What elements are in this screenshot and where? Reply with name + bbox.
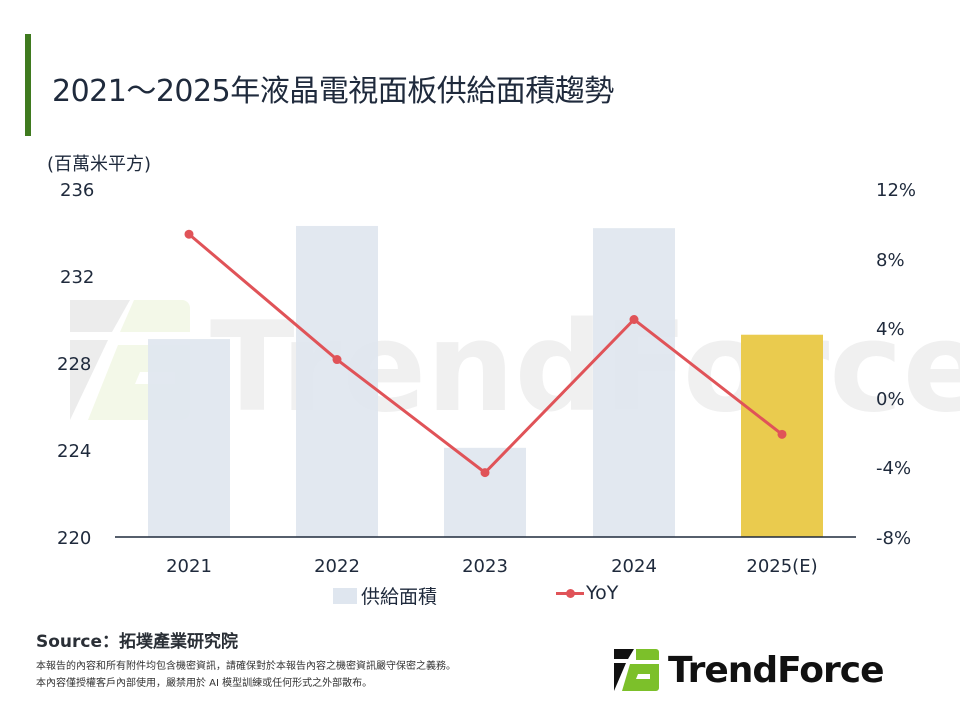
trendforce-logo: TrendForce bbox=[612, 647, 885, 693]
page-title: 2021～2025年液晶電視面板供給面積趨勢 bbox=[52, 74, 614, 109]
yoy-point-2024 bbox=[629, 315, 639, 324]
disclaimer-line: 本內容僅授權客戶內部使用，嚴禁用於 AI 模型訓練或任何形式之外部散布。 bbox=[36, 678, 373, 689]
yoy-point-2022 bbox=[332, 355, 342, 365]
yoy-point-2025(E) bbox=[777, 429, 787, 439]
right-axis: 12% 8% 4% 0% -4% -8% bbox=[876, 180, 916, 549]
right-tick: -4% bbox=[876, 458, 911, 479]
legend-item-yoy[interactable]: YoY bbox=[556, 582, 618, 604]
x-tick: 2022 bbox=[314, 556, 360, 577]
yoy-point-2021 bbox=[184, 229, 194, 239]
disclaimer-line: 本報告的內容和所有附件均包含機密資訊，請確保對於本報告內容之機密資訊嚴守保密之義… bbox=[36, 661, 456, 672]
x-tick: 2025(E) bbox=[746, 556, 817, 577]
bar-2024 bbox=[593, 228, 675, 537]
right-tick: 4% bbox=[876, 319, 905, 340]
right-tick: 0% bbox=[876, 389, 905, 410]
title-accent-bar bbox=[25, 34, 31, 136]
trendforce-logo-icon bbox=[614, 649, 659, 691]
left-tick: 220 bbox=[57, 528, 91, 549]
legend: 供給面積 YoY bbox=[0, 582, 960, 609]
x-tick: 2024 bbox=[611, 556, 657, 577]
x-axis-labels: 2021 2022 2023 2024 2025(E) bbox=[166, 556, 818, 577]
left-axis: 236 232 228 224 220 bbox=[57, 180, 94, 549]
logo-text: TrendForce bbox=[668, 649, 885, 691]
yoy-point-2023 bbox=[480, 468, 490, 478]
left-tick: 228 bbox=[57, 354, 91, 375]
bar-series bbox=[148, 225, 823, 537]
left-tick: 232 bbox=[60, 267, 94, 288]
x-tick: 2023 bbox=[462, 556, 508, 577]
legend-label: YoY bbox=[586, 582, 619, 604]
right-tick: 8% bbox=[876, 250, 905, 271]
legend-item-supply[interactable]: 供給面積 bbox=[333, 582, 437, 609]
right-tick: 12% bbox=[876, 180, 916, 201]
bar-swatch-icon bbox=[333, 587, 357, 604]
source-label: Source：拓墣產業研究院 bbox=[36, 632, 239, 652]
legend-label: 供給面積 bbox=[361, 586, 438, 608]
left-tick: 236 bbox=[60, 180, 94, 201]
x-tick: 2021 bbox=[166, 556, 212, 577]
left-tick: 224 bbox=[57, 441, 91, 462]
bar-2023 bbox=[444, 447, 526, 537]
yoy-line-series bbox=[184, 229, 787, 478]
bar-2021 bbox=[148, 339, 230, 537]
right-tick: -8% bbox=[876, 528, 911, 549]
y-axis-unit-label: (百萬米平方) bbox=[47, 154, 152, 175]
line-marker-icon bbox=[556, 585, 584, 601]
